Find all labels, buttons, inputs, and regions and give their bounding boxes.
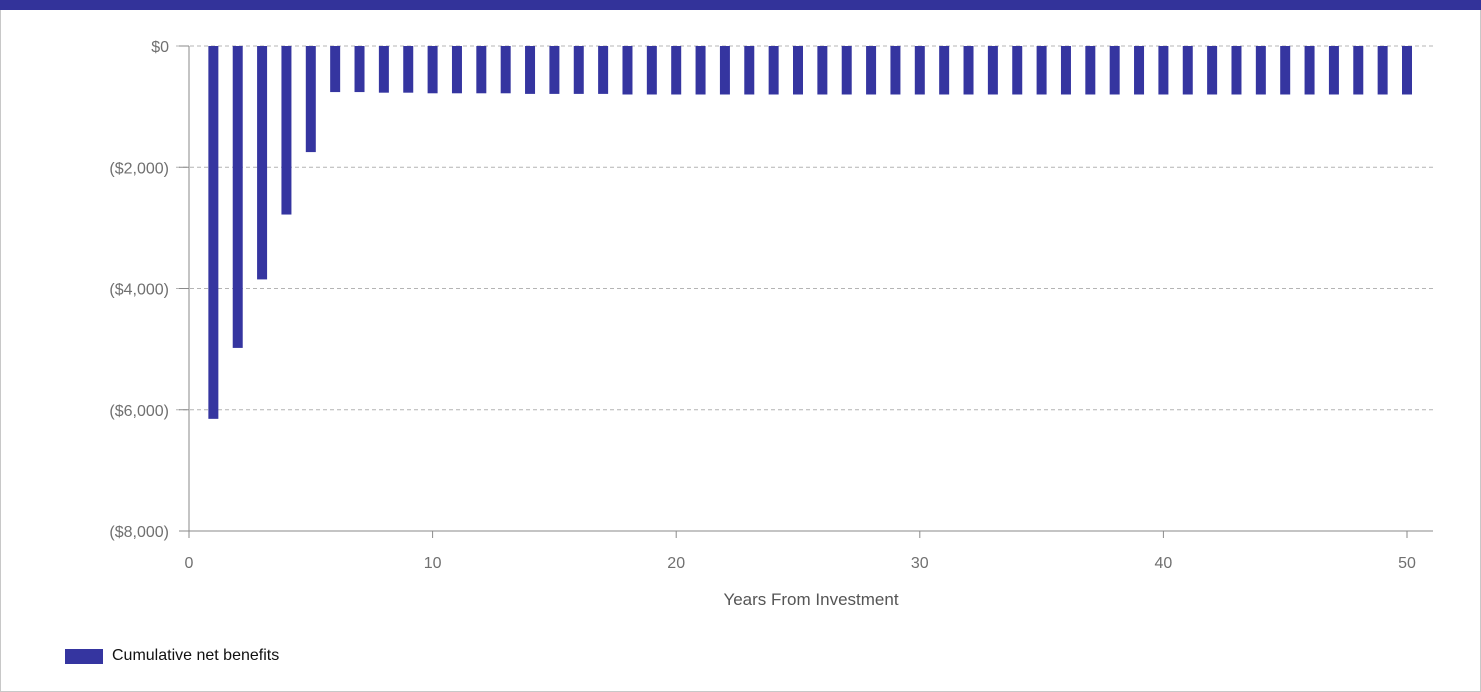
x-axis-title: Years From Investment: [723, 590, 898, 609]
bar: [208, 46, 219, 419]
bar: [939, 46, 950, 95]
legend-label: Cumulative net benefits: [112, 647, 280, 664]
bar: [1304, 46, 1315, 95]
bar: [1377, 46, 1388, 95]
bar: [354, 46, 365, 93]
bar: [695, 46, 706, 95]
bar: [305, 46, 316, 153]
bar: [281, 46, 292, 215]
y-tick-label: ($2,000): [109, 160, 169, 177]
bars: [208, 46, 1412, 419]
bar: [330, 46, 341, 93]
bar: [525, 46, 536, 94]
bar: [744, 46, 755, 95]
bar: [1158, 46, 1169, 95]
bar: [987, 46, 998, 95]
legend: Cumulative net benefits: [65, 647, 279, 665]
y-axis-ticks: $0 ($2,000) ($4,000) ($6,000) ($8,000): [109, 39, 189, 541]
y-tick-label: ($4,000): [109, 282, 169, 299]
bar: [476, 46, 487, 94]
bar: [1207, 46, 1218, 95]
bar: [257, 46, 268, 280]
bar: [841, 46, 852, 95]
bar: [1353, 46, 1364, 95]
gridlines: [176, 45, 1433, 411]
bar: [378, 46, 389, 93]
bar: [573, 46, 584, 94]
x-tick-label: 30: [911, 555, 929, 572]
header-bar: [0, 0, 1481, 10]
x-tick-label: 50: [1398, 555, 1416, 572]
bar: [1109, 46, 1120, 95]
y-tick-label: ($8,000): [109, 524, 169, 541]
bar: [622, 46, 633, 95]
bar: [890, 46, 901, 95]
bar: [793, 46, 803, 95]
bar: [1402, 46, 1412, 95]
bar: [914, 46, 925, 95]
bar: [1036, 46, 1047, 95]
bar: [963, 46, 974, 95]
bar: [232, 46, 243, 348]
x-tick-label: 10: [424, 555, 442, 572]
x-tick-label: 40: [1155, 555, 1173, 572]
bar: [1182, 46, 1193, 95]
bar: [671, 46, 682, 95]
bar: [1012, 46, 1023, 95]
y-tick-label: ($6,000): [109, 403, 169, 420]
axes: [183, 46, 1433, 537]
bar: [1134, 46, 1145, 95]
bar: [1255, 46, 1266, 95]
bar: [500, 46, 511, 94]
bar: [451, 46, 462, 94]
bar: [646, 46, 657, 95]
bar: [1231, 46, 1242, 95]
bar: [719, 46, 730, 95]
x-axis-ticks: 0 10 20 30 40 50: [185, 531, 1416, 572]
bar: [1328, 46, 1339, 95]
legend-swatch: [65, 648, 103, 664]
bar: [549, 46, 560, 94]
bar: [817, 46, 828, 95]
bar: [1085, 46, 1096, 95]
y-tick-label: $0: [151, 39, 169, 56]
x-tick-label: 20: [667, 555, 685, 572]
bar: [427, 46, 438, 94]
x-tick-label: 0: [185, 555, 194, 572]
bar: [403, 46, 414, 93]
bar: [866, 46, 877, 95]
bar: [1280, 46, 1291, 95]
bar: [1060, 46, 1071, 95]
bar: [598, 46, 609, 94]
bar: [768, 46, 779, 95]
